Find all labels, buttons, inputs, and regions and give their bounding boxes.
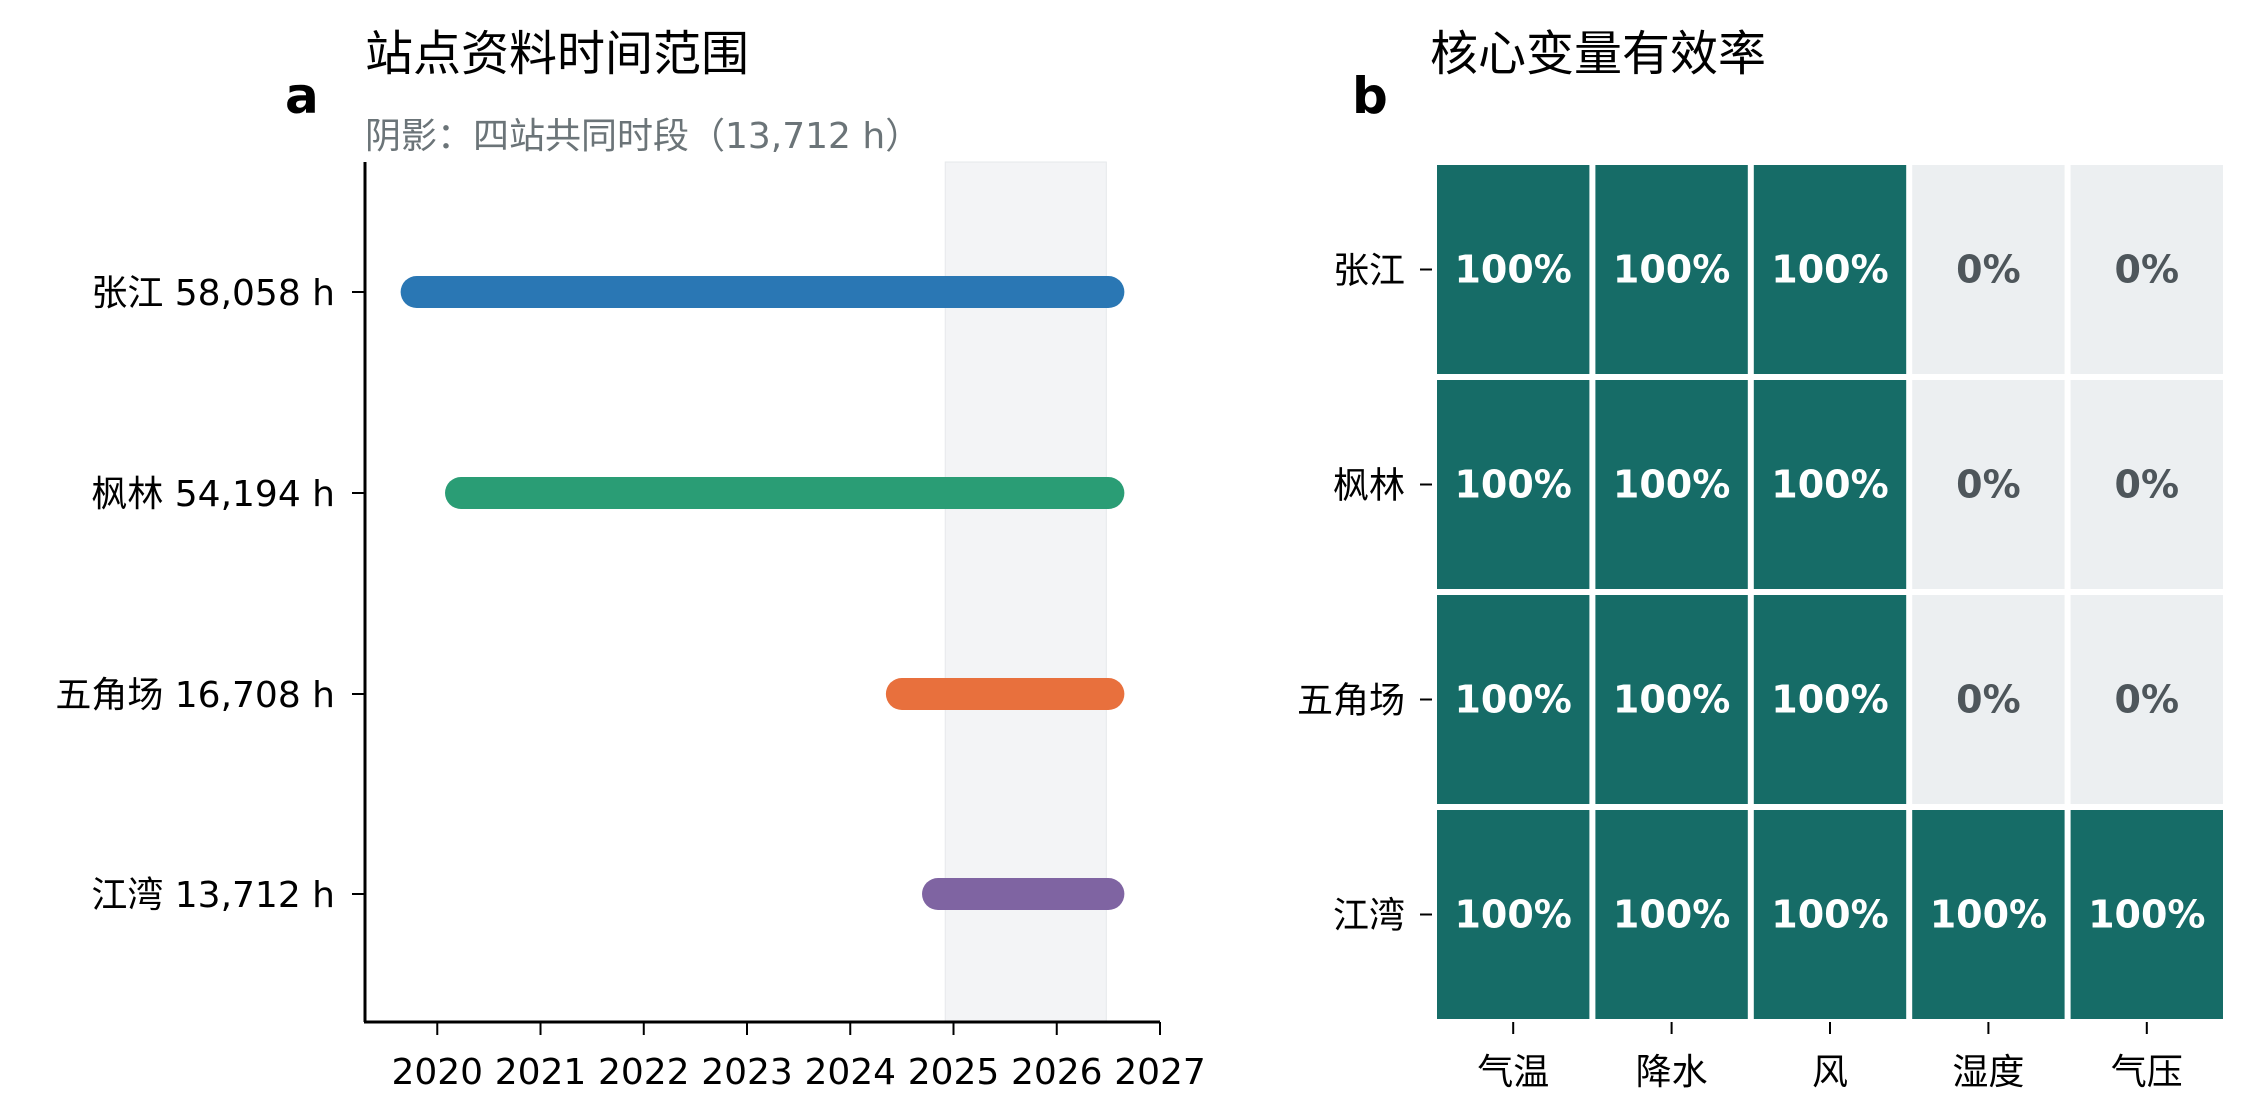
x-tick-label: 2024 <box>804 1052 896 1093</box>
cell-value-label: 100% <box>1771 893 1888 937</box>
x-tick-label: 2025 <box>908 1052 1000 1093</box>
heatmap-cell <box>1595 595 1748 804</box>
panel-a-title: 站点资料时间范围 <box>365 26 749 82</box>
cell-value-label: 100% <box>1613 463 1730 507</box>
panel-b-heatmap: b 核心变量有效率 100% 100% 100% 0% 0% 100% 100% 100% 0%… <box>1297 26 2223 1093</box>
panel-a-timeline: a 站点资料时间范围 阴影：四站共同时段（13,712 h） 张江 58,058… <box>55 26 1205 1093</box>
heatmap-cell <box>2070 595 2223 804</box>
x-tick-label: 2023 <box>701 1052 793 1093</box>
cell-value-label: 100% <box>1613 248 1730 292</box>
heatmap-cell <box>1753 380 1907 589</box>
cell-value-label: 0% <box>1956 678 2021 722</box>
heatmap-cell <box>1595 165 1748 374</box>
heatmap-cell <box>2070 165 2223 374</box>
cell-value-label: 100% <box>1454 248 1571 292</box>
cell-value-label: 0% <box>2115 678 2180 722</box>
x-tick-label: 2022 <box>598 1052 690 1093</box>
x-tick-label: 2020 <box>391 1052 483 1093</box>
heatmap-cell <box>2070 810 2223 1019</box>
column-label: 湿度 <box>1952 1052 2024 1093</box>
heatmap-cell <box>1437 595 1590 804</box>
heatmap-cell <box>1437 165 1590 374</box>
heatmap-cell <box>1437 810 1590 1019</box>
heatmap-cell <box>1437 380 1590 589</box>
heatmap-cell <box>1912 380 2065 589</box>
heatmap-cell <box>1912 595 2065 804</box>
station-label: 张江 58,058 h <box>91 273 335 314</box>
panel-a-letter: a <box>285 67 319 125</box>
heatmap-cell <box>2070 380 2223 589</box>
station-label: 江湾 13,712 h <box>91 875 335 916</box>
cell-value-label: 100% <box>2088 893 2205 937</box>
cell-value-label: 100% <box>1454 463 1571 507</box>
cell-value-label: 100% <box>1771 248 1888 292</box>
row-label: 江湾 <box>1333 896 1405 937</box>
cell-value-label: 0% <box>2115 463 2180 507</box>
row-label: 张江 <box>1333 251 1405 292</box>
panel-b-letter: b <box>1352 67 1388 125</box>
column-label: 风 <box>1812 1052 1848 1093</box>
heatmap-cell <box>1912 810 2065 1019</box>
cell-value-label: 100% <box>1771 463 1888 507</box>
column-label: 气温 <box>1477 1052 1549 1093</box>
column-label: 气压 <box>2111 1052 2183 1093</box>
heatmap-cell <box>1595 810 1748 1019</box>
row-label: 五角场 <box>1297 681 1405 722</box>
heatmap-cell <box>1753 595 1907 804</box>
x-tick-label: 2027 <box>1114 1052 1206 1093</box>
cell-value-label: 100% <box>1930 893 2047 937</box>
heatmap-cell <box>1912 165 2065 374</box>
cell-value-label: 0% <box>1956 248 2021 292</box>
station-label: 五角场 16,708 h <box>55 675 335 716</box>
row-label: 枫林 <box>1333 466 1405 507</box>
cell-value-label: 100% <box>1771 678 1888 722</box>
station-label: 枫林 54,194 h <box>91 474 335 515</box>
cell-value-label: 100% <box>1613 678 1730 722</box>
heatmap-cell <box>1595 380 1748 589</box>
panel-b-title: 核心变量有效率 <box>1430 26 1766 82</box>
x-tick-label: 2026 <box>1011 1052 1103 1093</box>
column-label: 降水 <box>1636 1052 1708 1093</box>
cell-value-label: 100% <box>1454 678 1571 722</box>
x-tick-label: 2021 <box>495 1052 587 1093</box>
cell-value-label: 100% <box>1613 893 1730 937</box>
heatmap-cell <box>1753 810 1907 1019</box>
cell-value-label: 100% <box>1454 893 1571 937</box>
heatmap-cell <box>1753 165 1907 374</box>
cell-value-label: 0% <box>2115 248 2180 292</box>
cell-value-label: 0% <box>1956 463 2021 507</box>
panel-a-subtitle: 阴影：四站共同时段（13,712 h） <box>365 116 921 157</box>
